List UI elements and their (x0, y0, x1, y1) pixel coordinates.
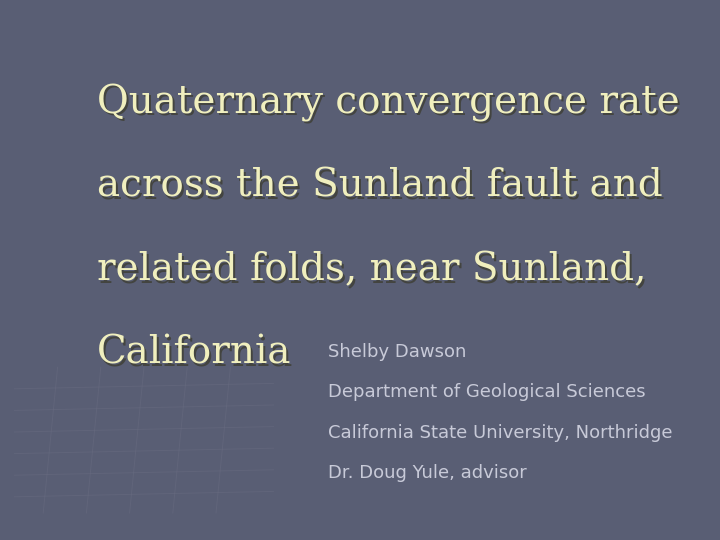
Text: related folds, near Sunland,: related folds, near Sunland, (97, 251, 647, 288)
Text: Quaternary convergence rate: Quaternary convergence rate (99, 86, 682, 124)
Text: California State University, Northridge: California State University, Northridge (328, 424, 672, 442)
Text: across the Sunland fault and: across the Sunland fault and (97, 167, 663, 205)
Text: Shelby Dawson: Shelby Dawson (328, 343, 466, 361)
Text: California: California (97, 335, 292, 372)
Text: across the Sunland fault and: across the Sunland fault and (99, 170, 665, 207)
Text: Department of Geological Sciences: Department of Geological Sciences (328, 383, 645, 401)
Text: Quaternary convergence rate: Quaternary convergence rate (97, 84, 680, 122)
Text: related folds, near Sunland,: related folds, near Sunland, (99, 254, 649, 291)
Text: California: California (99, 338, 294, 375)
Text: Dr. Doug Yule, advisor: Dr. Doug Yule, advisor (328, 464, 526, 482)
